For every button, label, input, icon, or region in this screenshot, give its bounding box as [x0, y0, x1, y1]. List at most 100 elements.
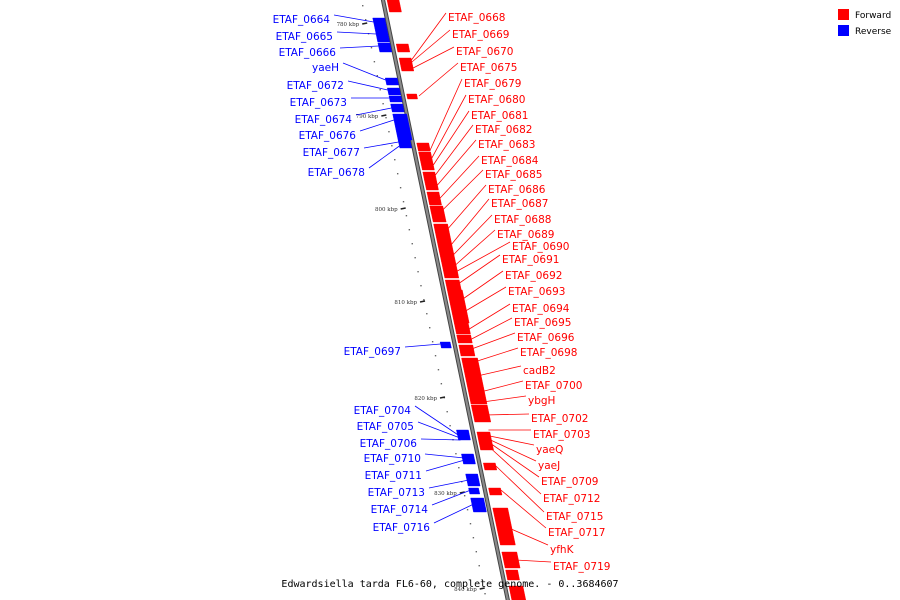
leader-line-reverse: [333, 14, 374, 23]
leader-line-forward: [435, 124, 474, 176]
tick-minor: [399, 187, 402, 189]
tick-minor: [396, 173, 399, 175]
axis-line: [381, 0, 509, 600]
leader-line-reverse: [424, 453, 465, 459]
leader-line-reverse: [368, 145, 400, 169]
gene-label-reverse: ETAF_0705: [357, 421, 414, 433]
forward-gene-block: [505, 569, 520, 581]
gene-label-forward: ETAF_0688: [494, 214, 551, 226]
gene-label-forward: ETAF_0684: [481, 155, 539, 167]
gene-label-forward: ETAF_0696: [517, 332, 575, 344]
gene-label-forward: ETAF_0686: [488, 184, 546, 196]
reverse-gene-block: [468, 487, 481, 495]
gene-label-forward: ETAF_0719: [553, 561, 610, 573]
forward-gene-block: [420, 159, 435, 171]
leader-line-forward: [437, 139, 477, 186]
leader-line-forward: [485, 413, 530, 416]
forward-gene-block: [478, 439, 494, 451]
tick-major: [419, 300, 426, 303]
tick-minor: [414, 257, 416, 259]
reverse-gene-block: [456, 429, 471, 441]
tick-major: [439, 396, 446, 399]
gene-label-forward: ETAF_0687: [491, 198, 548, 210]
leader-line-forward: [454, 229, 496, 267]
tick-label: 790 kbp: [356, 114, 379, 120]
forward-gene-block: [467, 387, 488, 405]
tick-minor: [382, 103, 384, 105]
gene-label-forward: ETAF_0698: [520, 347, 577, 359]
gene-label-forward: ETAF_0685: [485, 169, 542, 181]
tick-minor: [466, 509, 469, 511]
forward-gene-block: [424, 179, 439, 191]
leader-line-forward: [412, 46, 455, 69]
reverse-gene-block: [388, 95, 403, 103]
genome-caption: Edwardsiella tarda FL6-60, complete geno…: [281, 579, 618, 590]
gene-label-forward: ETAF_0668: [448, 12, 505, 24]
leader-line-forward: [477, 365, 522, 377]
tick-minor: [426, 313, 428, 315]
gene-label-reverse: yaeH: [312, 62, 339, 74]
tick-minor: [481, 579, 483, 581]
gene-label-forward: ETAF_0691: [502, 254, 559, 266]
leader-line-reverse: [347, 80, 388, 91]
leader-line-forward: [449, 198, 490, 247]
gene-label-forward: ETAF_0682: [475, 124, 532, 136]
forward-gene-block: [386, 0, 402, 13]
leader-line-forward: [432, 110, 470, 166]
reverse-gene-block: [470, 497, 487, 513]
tick-minor: [475, 551, 478, 553]
leader-line-reverse: [404, 343, 441, 348]
legend-item-forward: Forward: [838, 9, 891, 21]
forward-gene-block: [441, 260, 458, 271]
tick-minor: [402, 201, 405, 203]
gene-label-forward: cadB2: [523, 365, 556, 377]
forward-gene-block: [483, 462, 498, 471]
legend-swatch-reverse: [838, 25, 849, 36]
gene-label-reverse: ETAF_0672: [287, 80, 344, 92]
gene-label-forward: ETAF_0715: [546, 511, 603, 523]
reverse-gene-block: [384, 77, 399, 86]
leader-line-forward: [474, 347, 519, 363]
leader-line-reverse: [425, 459, 465, 472]
forward-gene-block: [437, 242, 454, 254]
leader-line-reverse: [355, 107, 392, 116]
forward-gene-block: [453, 322, 471, 335]
tick-minor: [423, 299, 425, 301]
leader-lines: [333, 12, 552, 563]
tick-minor: [455, 453, 457, 455]
leader-line-forward: [482, 395, 527, 403]
tick-layer: 780 kbp 790 kbp 800 kbp 810 kbp 820 kbp 830 k…: [337, 5, 486, 595]
leader-line-forward: [455, 241, 511, 273]
leader-line-forward: [500, 489, 547, 529]
forward-gene-block: [395, 43, 411, 53]
gene-label-reverse: ETAF_0678: [308, 167, 365, 179]
gene-label-forward: ETAF_0670: [456, 46, 513, 58]
gene-label-forward: ETAF_0702: [531, 413, 588, 425]
leader-line-reverse: [342, 62, 386, 81]
leader-line-forward: [451, 214, 493, 257]
forward-gene-block: [458, 344, 476, 357]
tick-minor: [385, 117, 387, 119]
gene-label-reverse: ETAF_0666: [279, 47, 337, 59]
leader-line-forward: [457, 254, 501, 285]
forward-gene-block: [444, 279, 462, 291]
tick-minor: [420, 285, 422, 287]
tick-minor: [362, 5, 364, 7]
legend-label-reverse: Reverse: [855, 27, 892, 37]
reverse-gene-block: [439, 341, 452, 349]
tick-label: 780 kbp: [337, 22, 360, 28]
tick-minor: [379, 89, 381, 91]
forward-gene-block: [429, 205, 447, 223]
leader-line-reverse: [363, 141, 399, 149]
tick-minor: [478, 565, 480, 567]
gene-label-forward: ybgH: [528, 395, 555, 407]
leader-line-forward: [442, 169, 484, 211]
leader-line-forward: [490, 439, 537, 462]
gene-label-forward: ETAF_0669: [452, 29, 509, 41]
leader-line-reverse: [339, 45, 379, 49]
forward-gene-block: [416, 142, 431, 152]
tick-minor: [469, 523, 472, 525]
gene-label-reverse: ETAF_0704: [354, 405, 412, 417]
tick-minor: [440, 383, 443, 385]
gene-label-reverse: ETAF_0716: [373, 522, 431, 534]
